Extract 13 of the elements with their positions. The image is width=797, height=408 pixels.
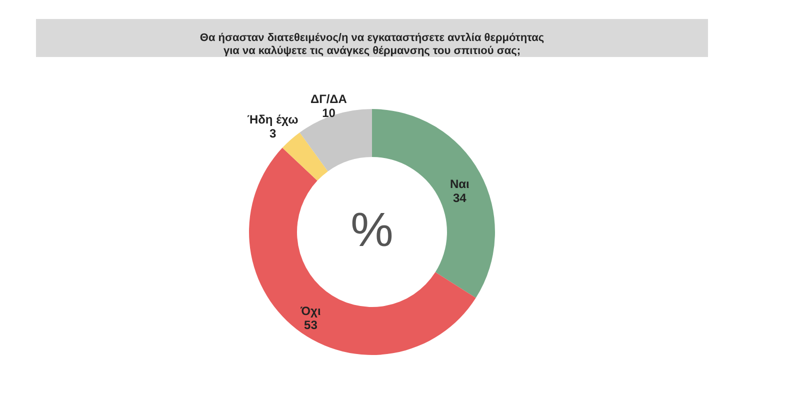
text: % bbox=[350, 204, 394, 257]
donut-slice bbox=[282, 132, 328, 181]
data-label: 10 bbox=[322, 106, 336, 120]
data-label: 34 bbox=[452, 190, 467, 205]
data-label: 53 bbox=[304, 318, 318, 332]
data-label: 3 bbox=[269, 126, 276, 140]
slice-label: Ναι bbox=[450, 176, 470, 191]
slice-label: Όχι bbox=[300, 304, 321, 318]
slice-label: Ήδη έχω bbox=[247, 112, 298, 126]
chart-title: Θα ήσασταν διατεθειμένος/η να εγκαταστήσετε αντλία θερμότητας για να καλύψετε τις ανάγκες θέρμανσης του σπιτιού σας; bbox=[200, 32, 544, 57]
donut-slice bbox=[249, 148, 476, 355]
donut-slice bbox=[300, 109, 372, 172]
slice-label: ΔΓ/ΔΑ bbox=[310, 92, 348, 106]
